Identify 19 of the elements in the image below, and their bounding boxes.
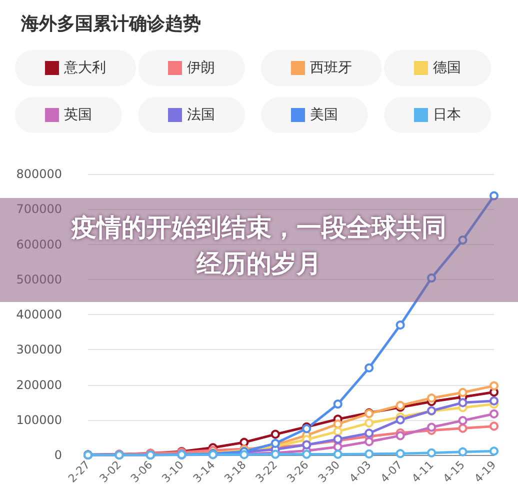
legend-label: 法国	[187, 107, 215, 123]
legend-label: 伊朗	[187, 60, 215, 76]
annotation: 疫情的开始到结束，一段全球共同经历的岁月	[70, 212, 448, 280]
y-tick-label: 600000	[16, 237, 62, 252]
y-tick-label: 300000	[16, 342, 62, 357]
legend-label: 西班牙	[310, 60, 352, 76]
y-tick-label: 700000	[16, 202, 62, 216]
y-tick-label: 800000	[16, 167, 62, 181]
legend-label: 英国	[64, 107, 92, 123]
y-tick-label: 500000	[16, 272, 62, 286]
legend-label: 德国	[433, 60, 461, 76]
y-tick-label: 100000	[16, 412, 62, 427]
y-tick-label: 400000	[16, 308, 62, 322]
chart-title: 海外多国累计确诊趋势	[20, 14, 201, 34]
legend-label: 美国	[310, 107, 338, 123]
y-tick-label: 200000	[16, 378, 62, 392]
legend-label: 意大利	[63, 60, 106, 76]
y-tick-label: 0	[54, 448, 62, 462]
legend-label: 日本	[433, 107, 461, 123]
